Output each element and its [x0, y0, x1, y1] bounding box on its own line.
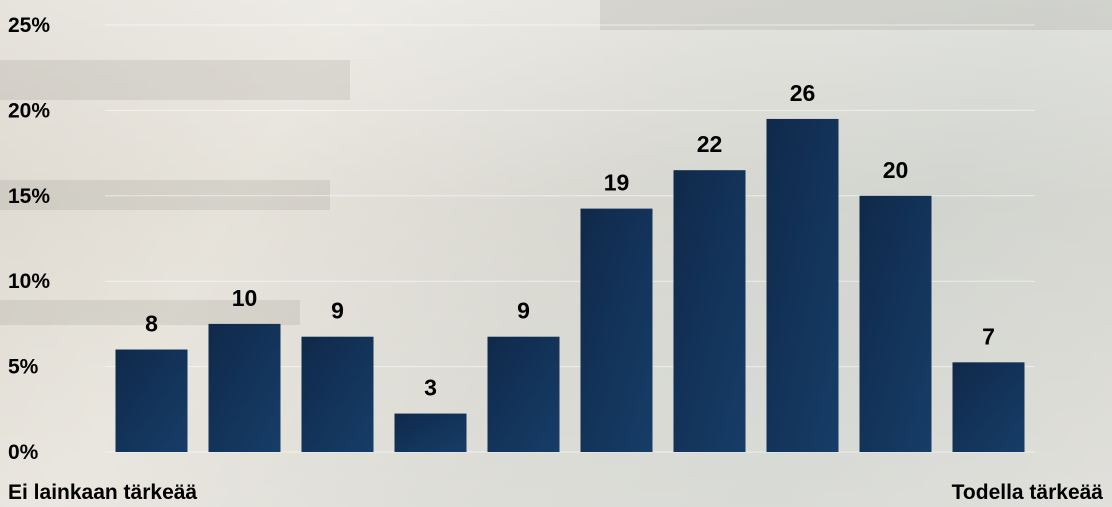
y-tick-label: 5% [8, 356, 39, 379]
bars [115, 118, 1025, 453]
bar [859, 195, 932, 453]
data-label: 7 [982, 323, 995, 349]
bar [208, 323, 281, 452]
y-tick-label: 20% [8, 99, 50, 122]
bar [301, 336, 374, 452]
data-label: 22 [697, 131, 723, 157]
data-labels: 8 10 9 3 9 19 22 26 20 7 [145, 80, 995, 401]
data-label: 10 [232, 285, 258, 311]
data-label: 3 [424, 375, 437, 401]
data-label: 9 [517, 298, 530, 324]
x-axis-label-right: Todella tärkeää [952, 481, 1104, 504]
bar [952, 362, 1025, 452]
y-tick-label: 25% [8, 14, 50, 37]
bar [673, 170, 746, 452]
y-tick-label: 10% [8, 270, 50, 293]
bar [394, 413, 467, 452]
bar [487, 336, 560, 452]
x-axis-label-left: Ei lainkaan tärkeää [8, 481, 197, 504]
bar [115, 349, 188, 452]
data-label: 26 [790, 80, 816, 106]
data-label: 9 [331, 298, 344, 324]
bar [580, 208, 653, 452]
data-label: 19 [604, 170, 630, 196]
y-axis-ticks: 0% 5% 10% 15% 20% 25% [8, 14, 50, 464]
y-tick-label: 15% [8, 185, 50, 208]
y-tick-label: 0% [8, 441, 39, 464]
bar [766, 118, 839, 452]
data-label: 8 [145, 311, 158, 337]
data-label: 20 [883, 157, 909, 183]
